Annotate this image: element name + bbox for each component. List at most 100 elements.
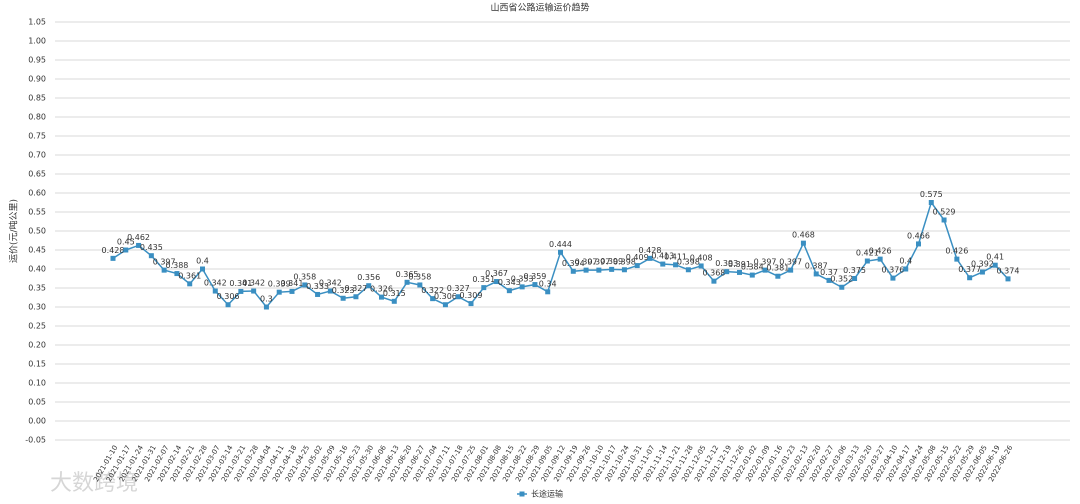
data-label: 0.365 — [396, 270, 419, 279]
data-label: 0.376 — [881, 266, 904, 275]
data-label: 0.384 — [741, 263, 764, 272]
marker — [276, 289, 282, 295]
data-label: 0.327 — [447, 284, 470, 293]
data-label: 0.529 — [933, 207, 956, 216]
marker — [430, 296, 436, 302]
y-axis-label: 运价(元/吨公里) — [8, 199, 20, 263]
marker — [711, 278, 717, 284]
marker — [698, 263, 704, 269]
data-label: 0.342 — [242, 279, 265, 288]
marker — [583, 267, 589, 273]
data-label: 0.326 — [370, 285, 393, 294]
marker — [813, 271, 819, 277]
marker — [302, 282, 308, 288]
marker — [366, 283, 372, 289]
data-label: 0.391 — [728, 260, 751, 269]
marker — [762, 267, 768, 273]
marker — [954, 256, 960, 262]
data-label: 0.37 — [820, 268, 838, 277]
data-label: 0.45 — [117, 238, 135, 247]
marker — [187, 281, 193, 287]
marker — [877, 256, 883, 262]
data-label: 0.323 — [332, 286, 355, 295]
marker — [200, 266, 205, 272]
marker — [455, 294, 461, 300]
marker — [852, 276, 858, 281]
data-label: 0.368 — [702, 269, 725, 278]
data-label: 0.359 — [523, 272, 546, 281]
y-tick-label: 1.05 — [28, 18, 46, 27]
y-tick-label: 0.65 — [28, 170, 46, 179]
marker — [660, 261, 666, 267]
data-label: 0.356 — [357, 273, 380, 282]
data-label: 0.387 — [805, 261, 828, 270]
data-label: 0.377 — [958, 265, 981, 274]
data-label: 0.333 — [306, 282, 329, 291]
y-tick-label: 0.10 — [28, 379, 46, 388]
y-tick-label: 0.40 — [28, 265, 46, 274]
marker — [161, 267, 167, 273]
data-label: 0.466 — [907, 231, 930, 240]
data-label: 0.426 — [945, 247, 968, 256]
marker — [558, 249, 563, 255]
data-label: 0.399 — [600, 257, 623, 266]
y-tick-label: 0.70 — [28, 151, 46, 160]
y-tick-label: 0.35 — [28, 284, 46, 293]
data-label: 0.444 — [549, 240, 572, 249]
marker — [1005, 276, 1011, 282]
data-label: 0.343 — [498, 278, 521, 287]
marker — [225, 302, 231, 308]
data-label: 0.341 — [281, 279, 304, 288]
data-label: 0.413 — [651, 252, 674, 261]
data-label: 0.393 — [715, 259, 738, 268]
marker — [212, 288, 218, 294]
data-label: 0.353 — [511, 274, 534, 283]
marker — [123, 247, 129, 253]
marker — [800, 240, 806, 246]
data-label: 0.381 — [766, 264, 789, 273]
marker — [609, 266, 615, 272]
legend-marker — [519, 491, 525, 497]
marker — [788, 267, 794, 273]
data-label: 0.408 — [690, 253, 713, 262]
data-label: 0.462 — [127, 233, 150, 242]
marker — [903, 266, 909, 272]
marker — [928, 200, 934, 205]
marker — [506, 288, 512, 294]
y-tick-label: 0.85 — [28, 94, 46, 103]
data-label: 0.3 — [260, 295, 273, 304]
y-tick-label: 0.20 — [28, 341, 46, 350]
marker — [327, 288, 333, 294]
marker — [839, 284, 845, 290]
y-tick-label: 0.95 — [28, 56, 46, 65]
marker — [570, 268, 576, 274]
marker — [315, 291, 321, 297]
marker — [404, 279, 410, 285]
marker — [417, 282, 423, 288]
marker — [174, 271, 180, 277]
marker — [519, 284, 525, 290]
data-label: 0.435 — [140, 243, 163, 252]
data-label: 0.322 — [421, 286, 444, 295]
data-label: 0.411 — [664, 252, 687, 261]
y-tick-label: 0.30 — [28, 303, 46, 312]
data-label: 0.4 — [899, 257, 912, 266]
watermark: 大数跨境 — [50, 471, 138, 496]
y-tick-label: 0.50 — [28, 227, 46, 236]
marker — [749, 272, 755, 278]
data-label: 0.397 — [575, 258, 598, 267]
data-label: 0.394 — [562, 259, 585, 268]
data-label: 0.397 — [754, 258, 777, 267]
marker — [110, 255, 116, 261]
data-label: 0.428 — [102, 246, 125, 255]
data-label: 0.358 — [408, 272, 431, 281]
marker — [494, 279, 500, 285]
data-label: 0.409 — [626, 253, 649, 262]
y-tick-label: 0.45 — [28, 246, 46, 255]
data-label: 0.342 — [319, 279, 342, 288]
data-label: 0.398 — [613, 257, 636, 266]
data-label: 0.341 — [229, 279, 252, 288]
data-label: 0.397 — [153, 258, 176, 267]
marker — [251, 288, 257, 294]
data-label: 0.426 — [869, 247, 892, 256]
